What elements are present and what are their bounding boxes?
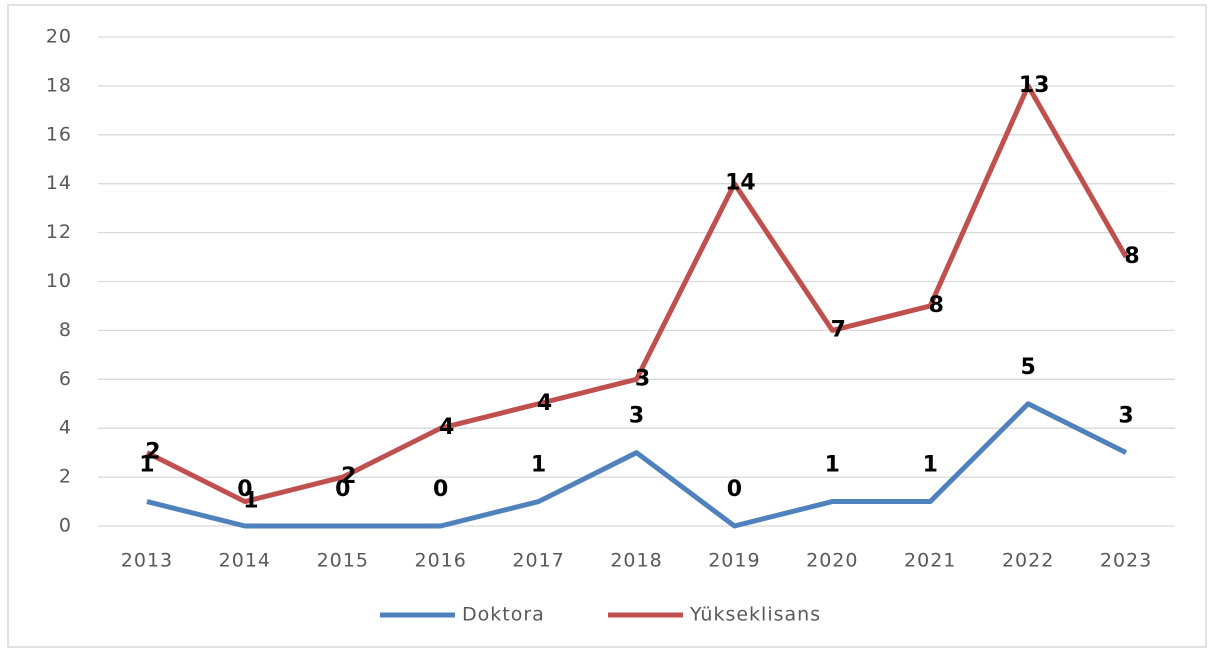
data-label: 8 xyxy=(1124,244,1139,269)
data-label: 13 xyxy=(1019,73,1050,98)
x-tick-label: 2022 xyxy=(1002,550,1054,572)
x-tick-label: 2016 xyxy=(415,550,467,572)
data-label: 8 xyxy=(929,293,944,318)
legend-label: Doktora xyxy=(462,604,545,626)
data-label: 0 xyxy=(433,477,448,502)
data-label: 1 xyxy=(923,453,938,478)
y-tick-label: 8 xyxy=(59,319,72,341)
data-label: 7 xyxy=(831,317,846,342)
y-tick-label: 6 xyxy=(59,368,72,390)
data-label: 3 xyxy=(629,404,644,429)
data-label: 2 xyxy=(341,464,356,489)
x-tick-label: 2018 xyxy=(610,550,662,572)
y-tick-label: 4 xyxy=(59,417,72,439)
chart-frame xyxy=(7,4,1207,648)
x-tick-label: 2021 xyxy=(904,550,956,572)
x-tick-label: 2014 xyxy=(219,550,271,572)
y-tick-label: 20 xyxy=(46,26,72,48)
data-label: 0 xyxy=(335,477,350,502)
data-label: 5 xyxy=(1020,355,1035,380)
x-tick-label: 2013 xyxy=(121,550,173,572)
y-tick-label: 2 xyxy=(59,466,72,488)
data-label: 0 xyxy=(237,477,252,502)
x-tick-label: 2017 xyxy=(512,550,564,572)
y-tick-label: 0 xyxy=(59,515,72,537)
data-label: 3 xyxy=(635,366,650,391)
x-tick-label: 2020 xyxy=(806,550,858,572)
y-tick-label: 18 xyxy=(46,74,72,96)
series-line xyxy=(145,83,1129,505)
data-label: 4 xyxy=(537,391,552,416)
data-label: 1 xyxy=(531,453,546,478)
data-label: 0 xyxy=(727,477,742,502)
y-tick-label: 16 xyxy=(46,123,72,145)
data-label: 3 xyxy=(1118,404,1133,429)
data-label: 1 xyxy=(139,453,154,478)
x-tick-label: 2019 xyxy=(708,550,760,572)
series-line xyxy=(146,401,1128,529)
x-tick-label: 2023 xyxy=(1100,550,1152,572)
y-tick-label: 12 xyxy=(46,221,72,243)
data-label: 2 xyxy=(145,440,160,465)
data-label: 4 xyxy=(439,415,454,440)
data-label: 14 xyxy=(725,171,756,196)
y-tick-label: 10 xyxy=(46,270,72,292)
data-label: 1 xyxy=(243,489,258,514)
y-tick-label: 14 xyxy=(46,172,72,194)
x-tick-label: 2015 xyxy=(317,550,369,572)
data-label: 1 xyxy=(825,453,840,478)
legend-label: Yükseklisans xyxy=(689,604,821,626)
